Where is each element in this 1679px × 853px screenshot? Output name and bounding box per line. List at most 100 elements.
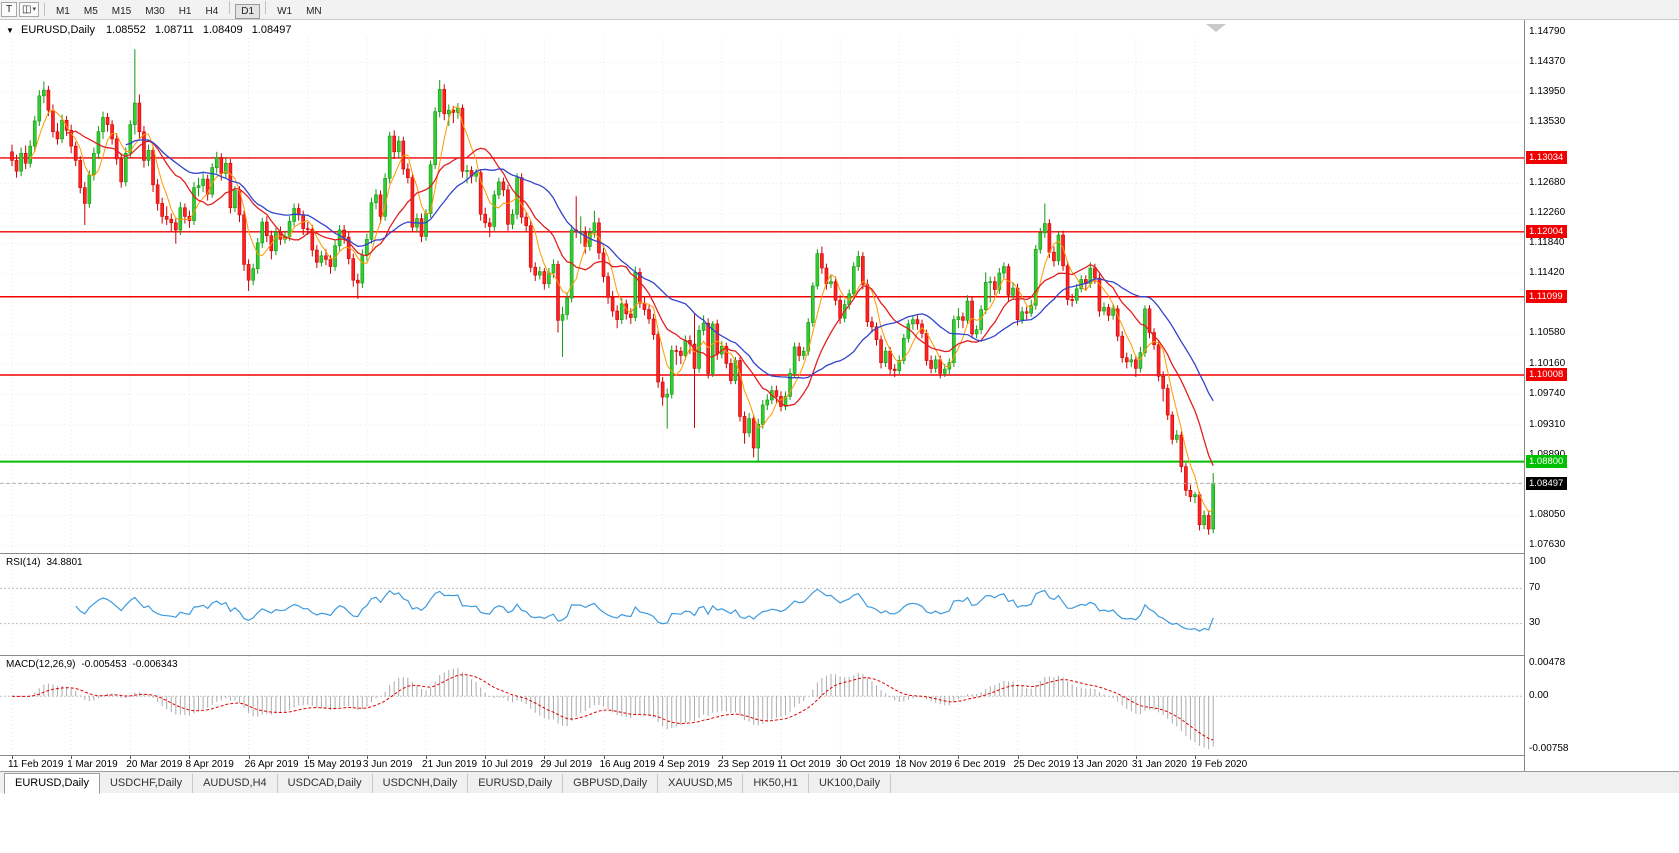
text-tool-button[interactable]: T (1, 2, 17, 17)
chart-tab-uk100[interactable]: UK100,Daily (809, 774, 892, 793)
chart-tab-eurusd[interactable]: EURUSD,Daily (468, 774, 564, 793)
ohlc-high: 1.08711 (154, 24, 194, 36)
chart-tab-audusd[interactable]: AUDUSD,H4 (193, 774, 278, 793)
price-tick-label: 1.14370 (1529, 56, 1566, 67)
chart-tab-xauusd[interactable]: XAUUSD,M5 (658, 774, 744, 793)
timeframe-button-w1[interactable]: W1 (277, 5, 293, 17)
time-tick (307, 756, 309, 759)
time-tick-label: 31 Jan 2020 (1131, 759, 1187, 770)
timeframe-button-m1[interactable]: M1 (55, 5, 70, 17)
time-tick (12, 756, 13, 759)
price-tick-label: 1.13950 (1529, 86, 1566, 97)
price-tick-label: 1.08050 (1529, 509, 1566, 520)
time-tick-label: 19 Feb 2020 (1191, 759, 1248, 770)
time-tick (71, 756, 73, 759)
time-tick (366, 756, 368, 759)
shapes-tool-button[interactable]: ◫ ▾ (19, 2, 39, 17)
panel-separator[interactable] (0, 553, 1679, 554)
time-tick-label: 20 Mar 2019 (126, 759, 183, 770)
time-tick (189, 756, 191, 759)
price-tick-label: -0.00758 (1529, 743, 1569, 754)
time-tick-label: 13 Jan 2020 (1072, 759, 1128, 770)
moving-average-26 (125, 139, 1214, 402)
time-tick-label: 4 Sep 2019 (658, 759, 710, 770)
chart-shift-marker[interactable] (1206, 24, 1226, 32)
collapse-arrow-icon[interactable]: ▼ (6, 26, 14, 35)
time-tick-label: 15 May 2019 (303, 759, 362, 770)
time-tick (544, 756, 546, 759)
ohlc-close: 1.08497 (251, 24, 292, 36)
chart-tab-usdcnh[interactable]: USDCNH,Daily (373, 774, 469, 793)
top-toolbar: T ◫ ▾ M1 M5 M15 M30 H1 H4 D1 W1 MN (0, 0, 1679, 20)
chart-tab-usdchf[interactable]: USDCHF,Daily (100, 774, 194, 793)
price-level-label: 1.10008 (1526, 368, 1568, 381)
price-level-label: 1.13034 (1526, 151, 1568, 164)
time-tick (1195, 756, 1196, 759)
time-axis[interactable]: 11 Feb 2019 1 Mar 2019 20 Mar 2019 8 Apr 20… (0, 756, 1524, 771)
timeframe-button-m15[interactable]: M15 (111, 5, 132, 17)
panel-separator (0, 755, 1679, 756)
time-tick (662, 756, 664, 759)
rsi-chart[interactable] (0, 554, 1524, 654)
time-tick-label: 18 Nov 2019 (895, 759, 952, 770)
toolbar-separator (43, 3, 45, 16)
time-tick-label: 16 Aug 2019 (599, 759, 656, 770)
macd-panel-label: MACD(12,26,9) -0.005453 -0.006343 (6, 659, 184, 670)
timeframe-button-d1[interactable]: D1 (235, 3, 261, 19)
macd-name: MACD(12,26,9) (6, 659, 76, 670)
price-axis[interactable]: 1.14790 1.14370 1.13950 1.13530 1.12680 1.122… (1524, 20, 1679, 771)
timeframe-button-mn[interactable]: MN (306, 5, 322, 17)
time-tick-label: 11 Feb 2019 (8, 759, 64, 770)
ohlc-open: 1.08552 (106, 24, 146, 36)
price-tick-label: 1.09310 (1529, 419, 1566, 430)
price-tick-label: 1.12680 (1529, 177, 1566, 188)
chart-tab-usdcad[interactable]: USDCAD,Daily (278, 774, 373, 793)
price-tick-label: 1.07630 (1529, 539, 1566, 550)
time-tick (1135, 756, 1137, 759)
time-tick (1017, 756, 1019, 759)
time-tick (721, 756, 723, 759)
price-tick-label: 1.12260 (1529, 207, 1566, 218)
timeframe-button-h1[interactable]: H1 (178, 5, 192, 17)
time-tick-label: 1 Mar 2019 (67, 759, 118, 770)
chart-tabs-bar: EURUSD,Daily USDCHF,Daily AUDUSD,H4 USDCAD,… (0, 771, 1679, 794)
price-tick-label: 1.11840 (1529, 237, 1565, 248)
rsi-name: RSI(14) (6, 557, 41, 568)
chevron-down-icon: ▾ (32, 6, 36, 13)
price-level-label: 1.08800 (1526, 455, 1568, 468)
time-tick-label: 11 Oct 2019 (776, 759, 831, 770)
price-tick-label: 70 (1529, 582, 1541, 593)
time-tick (130, 756, 132, 759)
timeframe-button-h4[interactable]: H4 (205, 5, 219, 17)
price-tick-label: 30 (1529, 617, 1541, 628)
time-tick-label: 8 Apr 2019 (185, 759, 234, 770)
time-tick (1076, 756, 1078, 759)
time-tick-label: 21 Jun 2019 (422, 759, 478, 770)
panel-separator[interactable] (0, 655, 1679, 656)
price-level-label: 1.12004 (1526, 225, 1568, 238)
chart-title-bar: ▼ EURUSD,Daily 1.08552 1.08711 1.08409 1… (6, 24, 297, 37)
price-tick-label: 1.09740 (1529, 388, 1566, 399)
macd-current-value: -0.005453 (81, 659, 127, 670)
macd-chart[interactable] (0, 656, 1524, 755)
timeframe-button-m5[interactable]: M5 (83, 5, 98, 17)
macd-signal-value: -0.006343 (132, 659, 178, 670)
time-tick-label: 3 Jun 2019 (362, 759, 413, 770)
time-tick-label: 6 Dec 2019 (954, 759, 1006, 770)
rsi-current-value: 34.8801 (46, 557, 83, 568)
price-tick-label: 1.08890 (1529, 449, 1565, 461)
timeframe-button-m30[interactable]: M30 (145, 5, 165, 17)
time-tick (899, 756, 901, 759)
rsi-panel-label: RSI(14) 34.8801 (6, 557, 89, 568)
price-tick-label: 100 (1529, 556, 1546, 567)
time-tick (840, 756, 842, 759)
time-tick (958, 756, 960, 759)
time-tick (248, 756, 250, 759)
time-tick (426, 756, 428, 759)
price-chart[interactable] (0, 38, 1524, 553)
chart-tab-eurusd[interactable]: EURUSD,Daily (4, 773, 100, 794)
ohlc-low: 1.08409 (202, 24, 243, 36)
chart-tab-gbpusd[interactable]: GBPUSD,Daily (563, 774, 659, 793)
chart-tab-hk50[interactable]: HK50,H1 (743, 774, 809, 793)
